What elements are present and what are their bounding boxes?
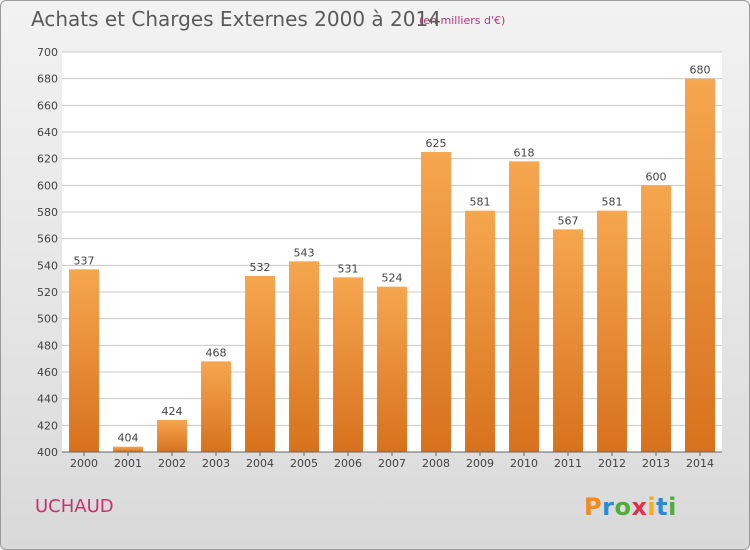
data-label: 618 (514, 146, 535, 159)
bar (113, 446, 143, 452)
data-label: 567 (558, 214, 579, 227)
y-axis-ticks: 400 420 440 460 480 500 520 540 560 580 600 620 640 6… (37, 46, 58, 459)
x-tick-label: 2007 (378, 457, 406, 470)
x-tick-label: 2006 (334, 457, 362, 470)
bar (685, 78, 715, 453)
data-label: 537 (74, 254, 95, 267)
x-tick-label: 2000 (70, 457, 98, 470)
y-tick-label: 420 (37, 419, 58, 432)
y-tick-label: 660 (37, 99, 58, 112)
x-tick-label: 2012 (598, 457, 626, 470)
bar (289, 261, 319, 452)
logo-letter: r (602, 493, 615, 521)
x-tick-label: 2002 (158, 457, 186, 470)
data-labels: 537 404 424 468 532 543 531 524 625 581 618 567 581 6… (74, 64, 711, 445)
data-label: 543 (294, 246, 315, 259)
x-tick-label: 2010 (510, 457, 538, 470)
data-label: 531 (338, 262, 359, 275)
y-tick-label: 700 (37, 46, 58, 59)
bar (157, 420, 187, 452)
town-name: UCHAUD (35, 496, 114, 517)
bar (333, 277, 363, 452)
x-tick-label: 2004 (246, 457, 274, 470)
x-tick-label: 2011 (554, 457, 582, 470)
logo-letter: x (631, 493, 648, 521)
data-label: 625 (426, 137, 447, 150)
y-tick-label: 640 (37, 126, 58, 139)
data-label: 532 (250, 261, 271, 274)
proxiti-logo[interactable]: Proxiti (584, 493, 677, 521)
x-tick-label: 2013 (642, 457, 670, 470)
bar (421, 152, 451, 452)
data-label: 468 (206, 346, 227, 359)
x-tick-label: 2003 (202, 457, 230, 470)
bar (465, 210, 495, 452)
y-tick-label: 400 (37, 446, 58, 459)
y-tick-label: 540 (37, 259, 58, 272)
x-tick-label: 2014 (686, 457, 714, 470)
bar (69, 269, 99, 452)
bar (245, 276, 275, 452)
bar (509, 161, 539, 453)
x-tick-label: 2001 (114, 457, 142, 470)
data-label: 600 (646, 170, 667, 183)
x-tick-label: 2008 (422, 457, 450, 470)
y-tick-label: 460 (37, 366, 58, 379)
data-label: 581 (602, 196, 623, 209)
logo-letter: o (614, 493, 632, 521)
data-label: 581 (470, 196, 491, 209)
chart-subtitle: (en milliers d'€) (419, 14, 506, 27)
bar (597, 210, 627, 452)
y-tick-label: 440 (37, 393, 58, 406)
chart-title: Achats et Charges Externes 2000 à 2014 (31, 7, 441, 31)
data-label: 680 (690, 64, 711, 77)
bars (69, 78, 715, 453)
y-tick-label: 480 (37, 339, 58, 352)
y-tick-label: 600 (37, 179, 58, 192)
logo-letter: t (656, 493, 669, 521)
y-tick-label: 560 (37, 233, 58, 246)
bar (201, 361, 231, 452)
y-tick-label: 580 (37, 206, 58, 219)
bar (377, 286, 407, 452)
y-tick-label: 620 (37, 153, 58, 166)
x-axis-ticks: 2000 2001 2002 2003 2004 2005 2006 2007 2008 2009… (62, 451, 722, 470)
y-tick-label: 520 (37, 286, 58, 299)
x-tick-label: 2009 (466, 457, 494, 470)
data-label: 424 (162, 405, 183, 418)
x-tick-label: 2005 (290, 457, 318, 470)
data-label: 404 (118, 432, 139, 445)
logo-letter: i (647, 493, 657, 521)
y-tick-label: 500 (37, 313, 58, 326)
y-tick-label: 680 (37, 73, 58, 86)
logo-letter: i (668, 493, 677, 521)
logo-letter: P (584, 493, 603, 521)
data-label: 524 (382, 272, 403, 285)
bar (641, 185, 671, 453)
bar (553, 229, 583, 452)
